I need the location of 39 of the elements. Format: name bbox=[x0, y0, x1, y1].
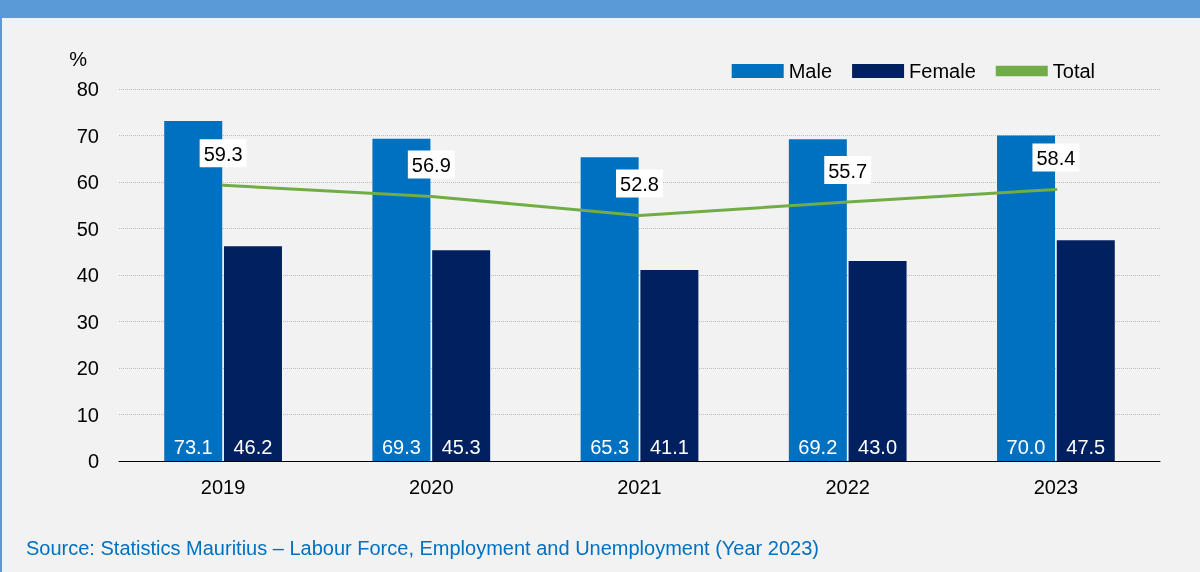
data-label: 55.7 bbox=[828, 159, 868, 182]
y-tick-label: 0 bbox=[87, 450, 99, 472]
y-axis-title: % bbox=[69, 48, 88, 70]
data-label: 69.2 bbox=[798, 436, 838, 458]
x-tick-label: 2021 bbox=[617, 476, 662, 498]
bar bbox=[432, 250, 491, 461]
data-label: 41.1 bbox=[649, 436, 689, 458]
data-label: 52.8 bbox=[620, 173, 659, 196]
data-label: 69.3 bbox=[381, 436, 421, 458]
y-tick-label: 20 bbox=[76, 357, 99, 379]
y-tick-label: 60 bbox=[76, 171, 99, 193]
bar bbox=[1056, 240, 1115, 461]
bar bbox=[848, 261, 907, 461]
data-label: 56.9 bbox=[411, 154, 451, 177]
data-label: 70.0 bbox=[1006, 436, 1046, 458]
y-tick-label: 80 bbox=[76, 78, 99, 100]
y-tick-label: 70 bbox=[76, 124, 99, 147]
data-label: 45.3 bbox=[441, 436, 481, 458]
legend-label: Male bbox=[788, 60, 833, 82]
y-tick-label: 10 bbox=[76, 403, 99, 426]
legend-label: Total bbox=[1052, 60, 1095, 82]
x-tick-label: 2022 bbox=[825, 476, 870, 498]
x-tick-label: 2019 bbox=[200, 476, 246, 498]
data-label: 58.4 bbox=[1036, 147, 1076, 170]
data-label: 73.1 bbox=[173, 436, 213, 458]
bar bbox=[223, 246, 282, 461]
data-label: 43.0 bbox=[858, 436, 898, 458]
data-label: 65.3 bbox=[590, 436, 630, 458]
data-label: 46.2 bbox=[233, 436, 273, 458]
bar bbox=[640, 269, 699, 461]
data-label: 47.5 bbox=[1066, 436, 1106, 458]
y-tick-label: 30 bbox=[76, 310, 99, 333]
x-tick-label: 2023 bbox=[1033, 476, 1079, 498]
x-tick-label: 2020 bbox=[409, 476, 454, 498]
data-label: 59.3 bbox=[203, 143, 243, 166]
y-tick-label: 50 bbox=[76, 217, 99, 240]
source-note: Source: Statistics Mauritius – Labour Force, Employment and Unemployment (Year 2023) bbox=[26, 537, 819, 560]
y-tick-label: 40 bbox=[76, 264, 99, 286]
legend-label: Female bbox=[909, 60, 976, 82]
